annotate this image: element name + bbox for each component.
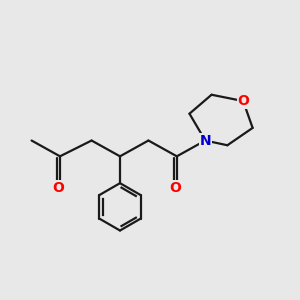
Text: O: O: [237, 94, 249, 108]
Text: O: O: [52, 181, 64, 195]
Text: O: O: [169, 181, 181, 195]
Text: N: N: [200, 134, 211, 148]
